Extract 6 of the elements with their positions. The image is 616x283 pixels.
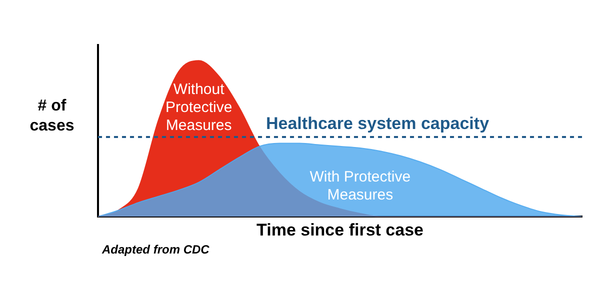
x-axis-title: Time since first case (256, 220, 424, 240)
y-axis-title: # of cases (30, 97, 74, 134)
text: Adapted from CDC (101, 242, 210, 256)
series-label: Without Protective Measures (165, 81, 232, 134)
series-label: With Protective Measures (310, 168, 411, 204)
ref-line-label: Healthcare system capacity (266, 114, 490, 134)
